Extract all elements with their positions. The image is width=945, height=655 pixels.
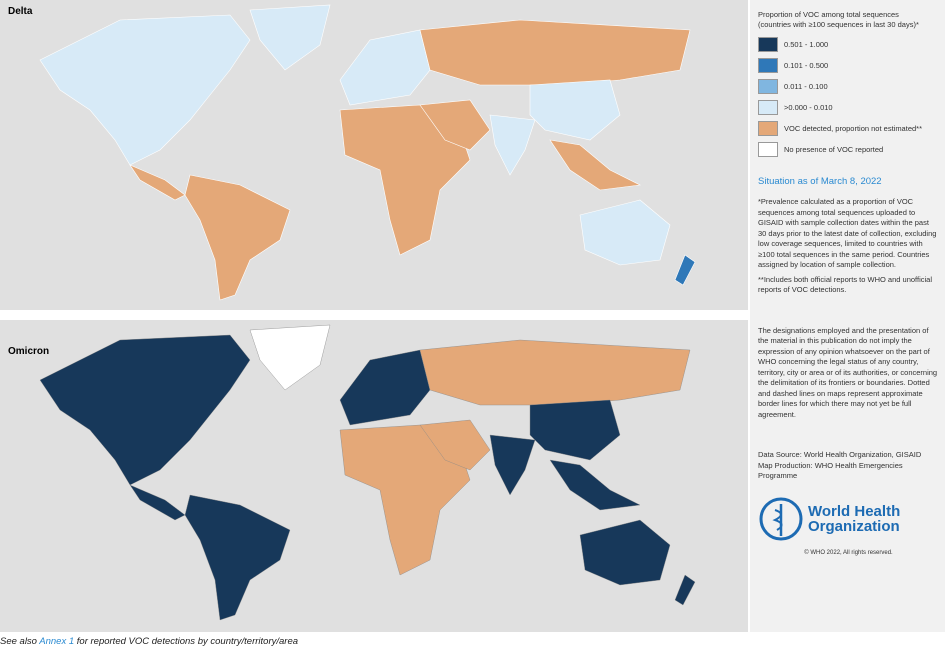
legend-label: >0.000 - 0.010 (784, 102, 833, 112)
legend-label: VOC detected, proportion not estimated** (784, 123, 922, 133)
legend-item: No presence of VOC reported (758, 141, 939, 157)
legend-label: 0.501 - 1.000 (784, 39, 829, 49)
side-panel: Proportion of VOC among total sequences … (750, 0, 945, 632)
legend-swatch (758, 57, 778, 73)
disclaimer: The designations employed and the presen… (758, 325, 938, 419)
legend-label: No presence of VOC reported (784, 144, 884, 154)
delta-panel: Delta (0, 0, 748, 310)
caption-text: See also (0, 636, 40, 647)
omicron-panel: Omicron (0, 320, 748, 632)
legend-title: Proportion of VOC among total sequences (758, 10, 899, 19)
map-label: Omicron (8, 346, 49, 357)
maps: Delta Omicron (0, 0, 748, 632)
annex-link[interactable]: Annex 1 (39, 636, 75, 647)
note: *Prevalence calculated as a proportion o… (758, 197, 937, 269)
caption: See also Annex 1 for reported VOC detect… (0, 636, 298, 647)
copyright: © WHO 2022, All rights reserved. (804, 549, 893, 556)
legend-label: 0.101 - 0.500 (784, 60, 829, 70)
legend-item: 0.501 - 1.000 (758, 36, 939, 52)
region (419, 339, 691, 406)
legend-item: 0.101 - 0.500 (758, 57, 939, 73)
legend-item: >0.000 - 0.010 (758, 99, 939, 115)
map-label: Delta (8, 6, 33, 17)
region (419, 19, 691, 86)
legend-swatch (758, 141, 778, 157)
source: Data Source: World Health Organization, … (758, 450, 922, 459)
legend: 0.501 - 1.000 0.101 - 0.500 0.011 - 0.100 >… (758, 36, 939, 157)
legend-swatch (758, 36, 778, 52)
logo-text: World Health (808, 502, 901, 520)
legend-swatch (758, 78, 778, 94)
legend-label: 0.011 - 0.100 (784, 81, 828, 91)
caption-text: for reported VOC detections by country/t… (74, 636, 299, 647)
legend-swatch (758, 120, 778, 136)
logo-emblem (759, 497, 803, 540)
source: Map Production: WHO Health Emergencies P… (758, 460, 903, 481)
note: **Includes both official reports to WHO … (758, 274, 932, 295)
logo-text: Organization (808, 517, 900, 535)
legend-subtitle: (countries with ≥100 sequences in last 3… (758, 20, 919, 29)
logo: World Health Organization (758, 496, 939, 542)
situation: Situation as of March 8, 2022 (758, 176, 882, 187)
legend-item: VOC detected, proportion not estimated** (758, 120, 939, 136)
legend-swatch (758, 99, 778, 115)
legend-item: 0.011 - 0.100 (758, 78, 939, 94)
